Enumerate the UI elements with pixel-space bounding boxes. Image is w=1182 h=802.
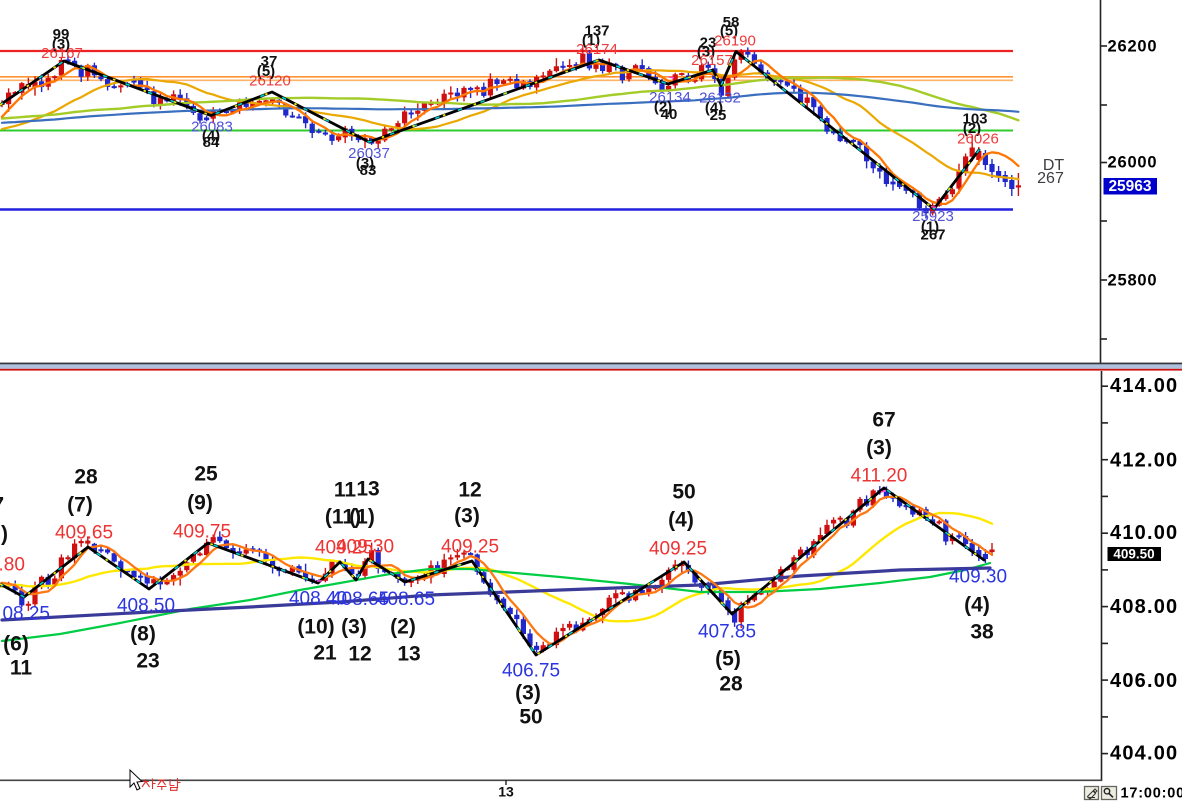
svg-text:25963: 25963 [1108,178,1151,195]
svg-text:(2): (2) [654,99,672,116]
svg-text:DT: DT [1043,157,1065,174]
svg-text:409.25: 409.25 [649,539,707,560]
svg-text:67: 67 [872,409,895,432]
svg-text:(9): (9) [187,492,213,515]
svg-text:(3): (3) [341,616,367,639]
svg-text:58: 58 [723,14,740,31]
svg-text:(5): (5) [715,648,741,671]
svg-text:414.00: 414.00 [1110,375,1178,397]
svg-text:7: 7 [0,494,4,517]
svg-text:25923: 25923 [912,208,954,225]
svg-text:26026: 26026 [957,131,999,148]
svg-text:26083: 26083 [191,119,233,136]
svg-text:409.30: 409.30 [949,567,1007,588]
svg-text:28: 28 [719,673,743,696]
svg-text:23: 23 [700,35,717,52]
svg-text:28: 28 [74,466,98,489]
svg-text:): ) [1,523,8,546]
svg-text:50: 50 [672,481,695,504]
svg-text:408.65: 408.65 [377,589,435,610]
svg-text:(3): (3) [866,437,892,460]
svg-text:(1): (1) [582,32,600,49]
svg-text:50: 50 [519,706,542,729]
svg-text:.80: .80 [0,555,25,576]
svg-text:37: 37 [261,53,278,70]
svg-text:411.20: 411.20 [851,466,908,487]
svg-text:406.00: 406.00 [1110,670,1178,692]
svg-text:25800: 25800 [1108,272,1158,290]
svg-text:(4): (4) [202,128,220,145]
svg-text:409.25: 409.25 [441,537,499,558]
svg-text:26174: 26174 [576,41,618,58]
svg-text:26200: 26200 [1108,38,1158,56]
svg-text:404.00: 404.00 [1110,743,1178,765]
svg-text:409.25: 409.25 [315,538,373,559]
svg-text:21: 21 [313,642,337,665]
svg-text:408.65: 408.65 [331,589,389,610]
svg-text:26190: 26190 [714,33,756,50]
svg-text:(5): (5) [257,63,275,80]
svg-text:26157: 26157 [691,52,733,69]
svg-text:267: 267 [920,227,945,244]
svg-text:40: 40 [661,106,678,123]
svg-text:(2): (2) [963,120,981,137]
svg-text:08.25: 08.25 [2,604,50,625]
svg-text:38: 38 [970,621,994,644]
svg-text:25: 25 [710,107,727,124]
svg-text:(10): (10) [297,616,334,639]
svg-text:(6): (6) [3,633,29,656]
svg-text:(3): (3) [356,155,374,172]
svg-text:137: 137 [584,23,609,40]
svg-text:23: 23 [136,650,159,673]
svg-text:13: 13 [498,784,514,800]
svg-text:26167: 26167 [41,45,83,62]
svg-text:409.30: 409.30 [336,537,394,558]
svg-text:408.50: 408.50 [117,596,175,617]
svg-text:(4): (4) [964,594,990,617]
svg-text:13: 13 [397,643,420,666]
svg-text:406.75: 406.75 [502,661,560,682]
svg-text:26132: 26132 [699,90,741,107]
svg-text:26037: 26037 [348,145,390,162]
svg-text:407.85: 407.85 [698,622,756,643]
svg-text:(8): (8) [130,623,156,646]
svg-text:409.75: 409.75 [173,522,231,543]
svg-text:103: 103 [962,111,987,128]
svg-text:83: 83 [360,162,377,179]
svg-text:(2): (2) [390,616,416,639]
svg-text:26134: 26134 [649,89,691,106]
svg-text:25: 25 [194,463,218,486]
svg-text:408.00: 408.00 [1110,596,1178,618]
svg-text:(3): (3) [454,505,480,528]
svg-text:(1): (1) [921,219,939,236]
svg-text:(1): (1) [349,506,375,529]
svg-text:409.65: 409.65 [55,523,113,544]
svg-text:(3): (3) [697,44,715,61]
svg-text:(7): (7) [67,494,93,517]
svg-text:(3): (3) [52,36,70,53]
svg-text:(4): (4) [705,99,723,116]
svg-text:26120: 26120 [249,73,291,90]
svg-text:412.00: 412.00 [1110,450,1178,472]
svg-text:(3): (3) [515,682,541,705]
svg-text:(5): (5) [720,23,738,40]
svg-text:13: 13 [356,478,379,501]
svg-text:(11): (11) [325,506,361,529]
svg-text:408.40: 408.40 [289,589,347,610]
svg-text:11: 11 [334,479,357,502]
svg-text:410.00: 410.00 [1110,522,1178,544]
svg-text:11: 11 [10,657,33,680]
svg-text:267: 267 [1037,170,1064,187]
svg-text:12: 12 [458,479,481,502]
svg-text:99: 99 [53,26,70,43]
svg-text:12: 12 [348,643,371,666]
svg-text:409.50: 409.50 [1113,547,1154,562]
svg-text:26000: 26000 [1108,154,1158,172]
svg-text:(4): (4) [668,509,694,532]
svg-text:17:00:00: 17:00:00 [1121,786,1182,802]
svg-text:84: 84 [203,134,220,151]
